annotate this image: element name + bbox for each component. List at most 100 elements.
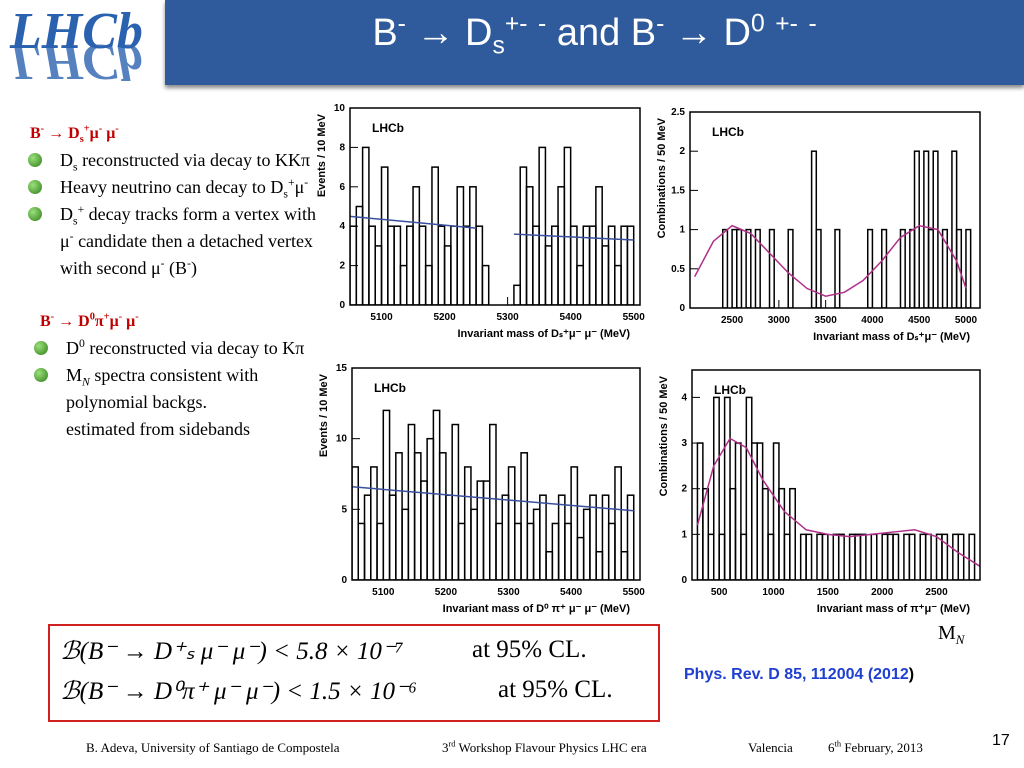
footer-date: 6th February, 2013 bbox=[828, 739, 923, 756]
histogram-bar bbox=[965, 228, 972, 308]
text: D bbox=[66, 338, 79, 358]
histogram-bar bbox=[352, 466, 360, 580]
histogram-bar bbox=[870, 533, 878, 580]
histogram-bar bbox=[778, 487, 786, 580]
y-tick-label: 1 bbox=[681, 529, 687, 540]
histogram-bar bbox=[401, 508, 410, 580]
histogram-bar bbox=[564, 522, 572, 580]
y-axis-label: Events / 10 MeV bbox=[318, 373, 330, 457]
text: M bbox=[938, 622, 956, 644]
y-tick-label: 2.5 bbox=[671, 107, 685, 118]
histogram-bar bbox=[837, 533, 845, 580]
x-tick-label: 3500 bbox=[815, 315, 838, 326]
y-tick-label: 10 bbox=[336, 434, 348, 445]
histogram-bar bbox=[361, 146, 370, 305]
text: - bbox=[40, 123, 45, 135]
histogram-bar bbox=[582, 508, 591, 580]
histogram-bar bbox=[881, 228, 888, 308]
histogram-bar bbox=[607, 522, 616, 580]
histogram-bar bbox=[919, 533, 927, 580]
histogram-bar bbox=[696, 442, 704, 580]
text: s bbox=[283, 187, 288, 201]
y-axis-label: Events / 10 MeV bbox=[316, 113, 328, 197]
histogram-bar bbox=[456, 186, 465, 305]
histogram-bar bbox=[589, 494, 597, 580]
histogram-bar bbox=[420, 480, 428, 580]
section-heading: B- → Ds+μ- μ- bbox=[30, 120, 328, 147]
page-number: 17 bbox=[992, 732, 1010, 749]
histogram-bar bbox=[424, 264, 433, 305]
histogram-bar bbox=[399, 264, 408, 305]
charts: 5100 5200 5300 5400 55000246810LHCbInvariant… bbox=[316, 103, 981, 615]
histogram-bar bbox=[355, 205, 364, 305]
histogram-bar bbox=[495, 522, 504, 580]
text: μ bbox=[109, 313, 119, 330]
histogram-bar bbox=[482, 480, 491, 580]
text: B bbox=[40, 313, 51, 330]
text: - bbox=[519, 10, 528, 38]
y-tick-label: 1 bbox=[679, 225, 685, 236]
text: - bbox=[69, 230, 74, 243]
histogram-bar bbox=[576, 536, 585, 580]
histogram-bar bbox=[363, 494, 372, 580]
text: 0 bbox=[750, 10, 765, 38]
text: - bbox=[135, 311, 139, 323]
plot-frame bbox=[691, 369, 981, 581]
text: → D bbox=[405, 12, 493, 54]
histogram-bar bbox=[908, 533, 916, 580]
text: February, 2013 bbox=[841, 740, 923, 755]
y-tick-label: 5 bbox=[341, 504, 347, 515]
histogram-bar bbox=[607, 225, 616, 305]
histogram-bar bbox=[475, 225, 484, 305]
footer-place: Valencia bbox=[748, 740, 793, 755]
histogram-bar bbox=[805, 533, 813, 580]
y-tick-label: 0 bbox=[681, 575, 687, 586]
histogram-bar bbox=[626, 494, 635, 580]
text: s bbox=[79, 134, 84, 146]
histogram-bar bbox=[772, 442, 780, 580]
histogram-bar bbox=[745, 228, 752, 308]
x-tick-label: 2500 bbox=[721, 315, 744, 326]
histogram-bar bbox=[886, 533, 894, 580]
x-tick-label: 2000 bbox=[871, 587, 894, 598]
x-tick-label: 1500 bbox=[817, 587, 840, 598]
histogram-bar bbox=[854, 533, 862, 580]
note: estimated from sidebands bbox=[66, 419, 250, 439]
text: B bbox=[372, 12, 398, 54]
histogram-bar bbox=[393, 225, 402, 305]
histogram-bar bbox=[376, 522, 385, 580]
text: spectra consistent with polynomial backg… bbox=[66, 365, 259, 412]
histogram-bar bbox=[513, 284, 521, 305]
histogram-bar bbox=[569, 225, 578, 305]
x-axis-label: Invariant mass of Dₛ⁺μ⁻ (MeV) bbox=[813, 331, 970, 343]
chart: 5100 5200 5300 5400 5500 0 2 4 6 8 10 LHCb Invariant… bbox=[316, 103, 645, 340]
histogram-bar bbox=[834, 228, 841, 308]
histogram-bar bbox=[913, 150, 920, 308]
histogram-bar bbox=[551, 522, 560, 580]
histogram-bar bbox=[787, 228, 794, 308]
histogram-bar bbox=[405, 225, 414, 305]
x-tick-label: 5300 bbox=[497, 587, 520, 598]
histogram-bar bbox=[395, 452, 403, 580]
histogram-bar bbox=[767, 533, 775, 580]
text: reconstructed via decay to Kπ bbox=[84, 338, 305, 358]
y-tick-label: 6 bbox=[339, 182, 345, 193]
histogram-bar bbox=[721, 228, 729, 308]
chart: 2500 3000 3500 4000 4500 5000 0 0.5 1 1.5 2 2.5 LHCb… bbox=[656, 107, 981, 343]
x-tick-label: 5300 bbox=[496, 312, 519, 323]
histogram-bar bbox=[563, 146, 572, 305]
x-tick-label: 2500 bbox=[925, 587, 948, 598]
histogram-bar bbox=[570, 466, 579, 580]
text: decay tracks form a vertex with μ bbox=[60, 204, 317, 251]
y-axis-label: Combinations / 50 MeV bbox=[656, 117, 668, 238]
text: - bbox=[304, 176, 309, 189]
text: Heavy neutrino can decay to D bbox=[60, 177, 284, 197]
histogram-bar bbox=[476, 480, 485, 580]
x-tick-label: 5500 bbox=[623, 312, 646, 323]
histogram-bar bbox=[382, 409, 391, 580]
histogram-bar bbox=[941, 533, 949, 580]
text: 6 bbox=[828, 740, 835, 755]
histogram-bar bbox=[718, 533, 726, 580]
histogram-bar bbox=[431, 166, 440, 305]
histogram-bar bbox=[761, 487, 769, 580]
